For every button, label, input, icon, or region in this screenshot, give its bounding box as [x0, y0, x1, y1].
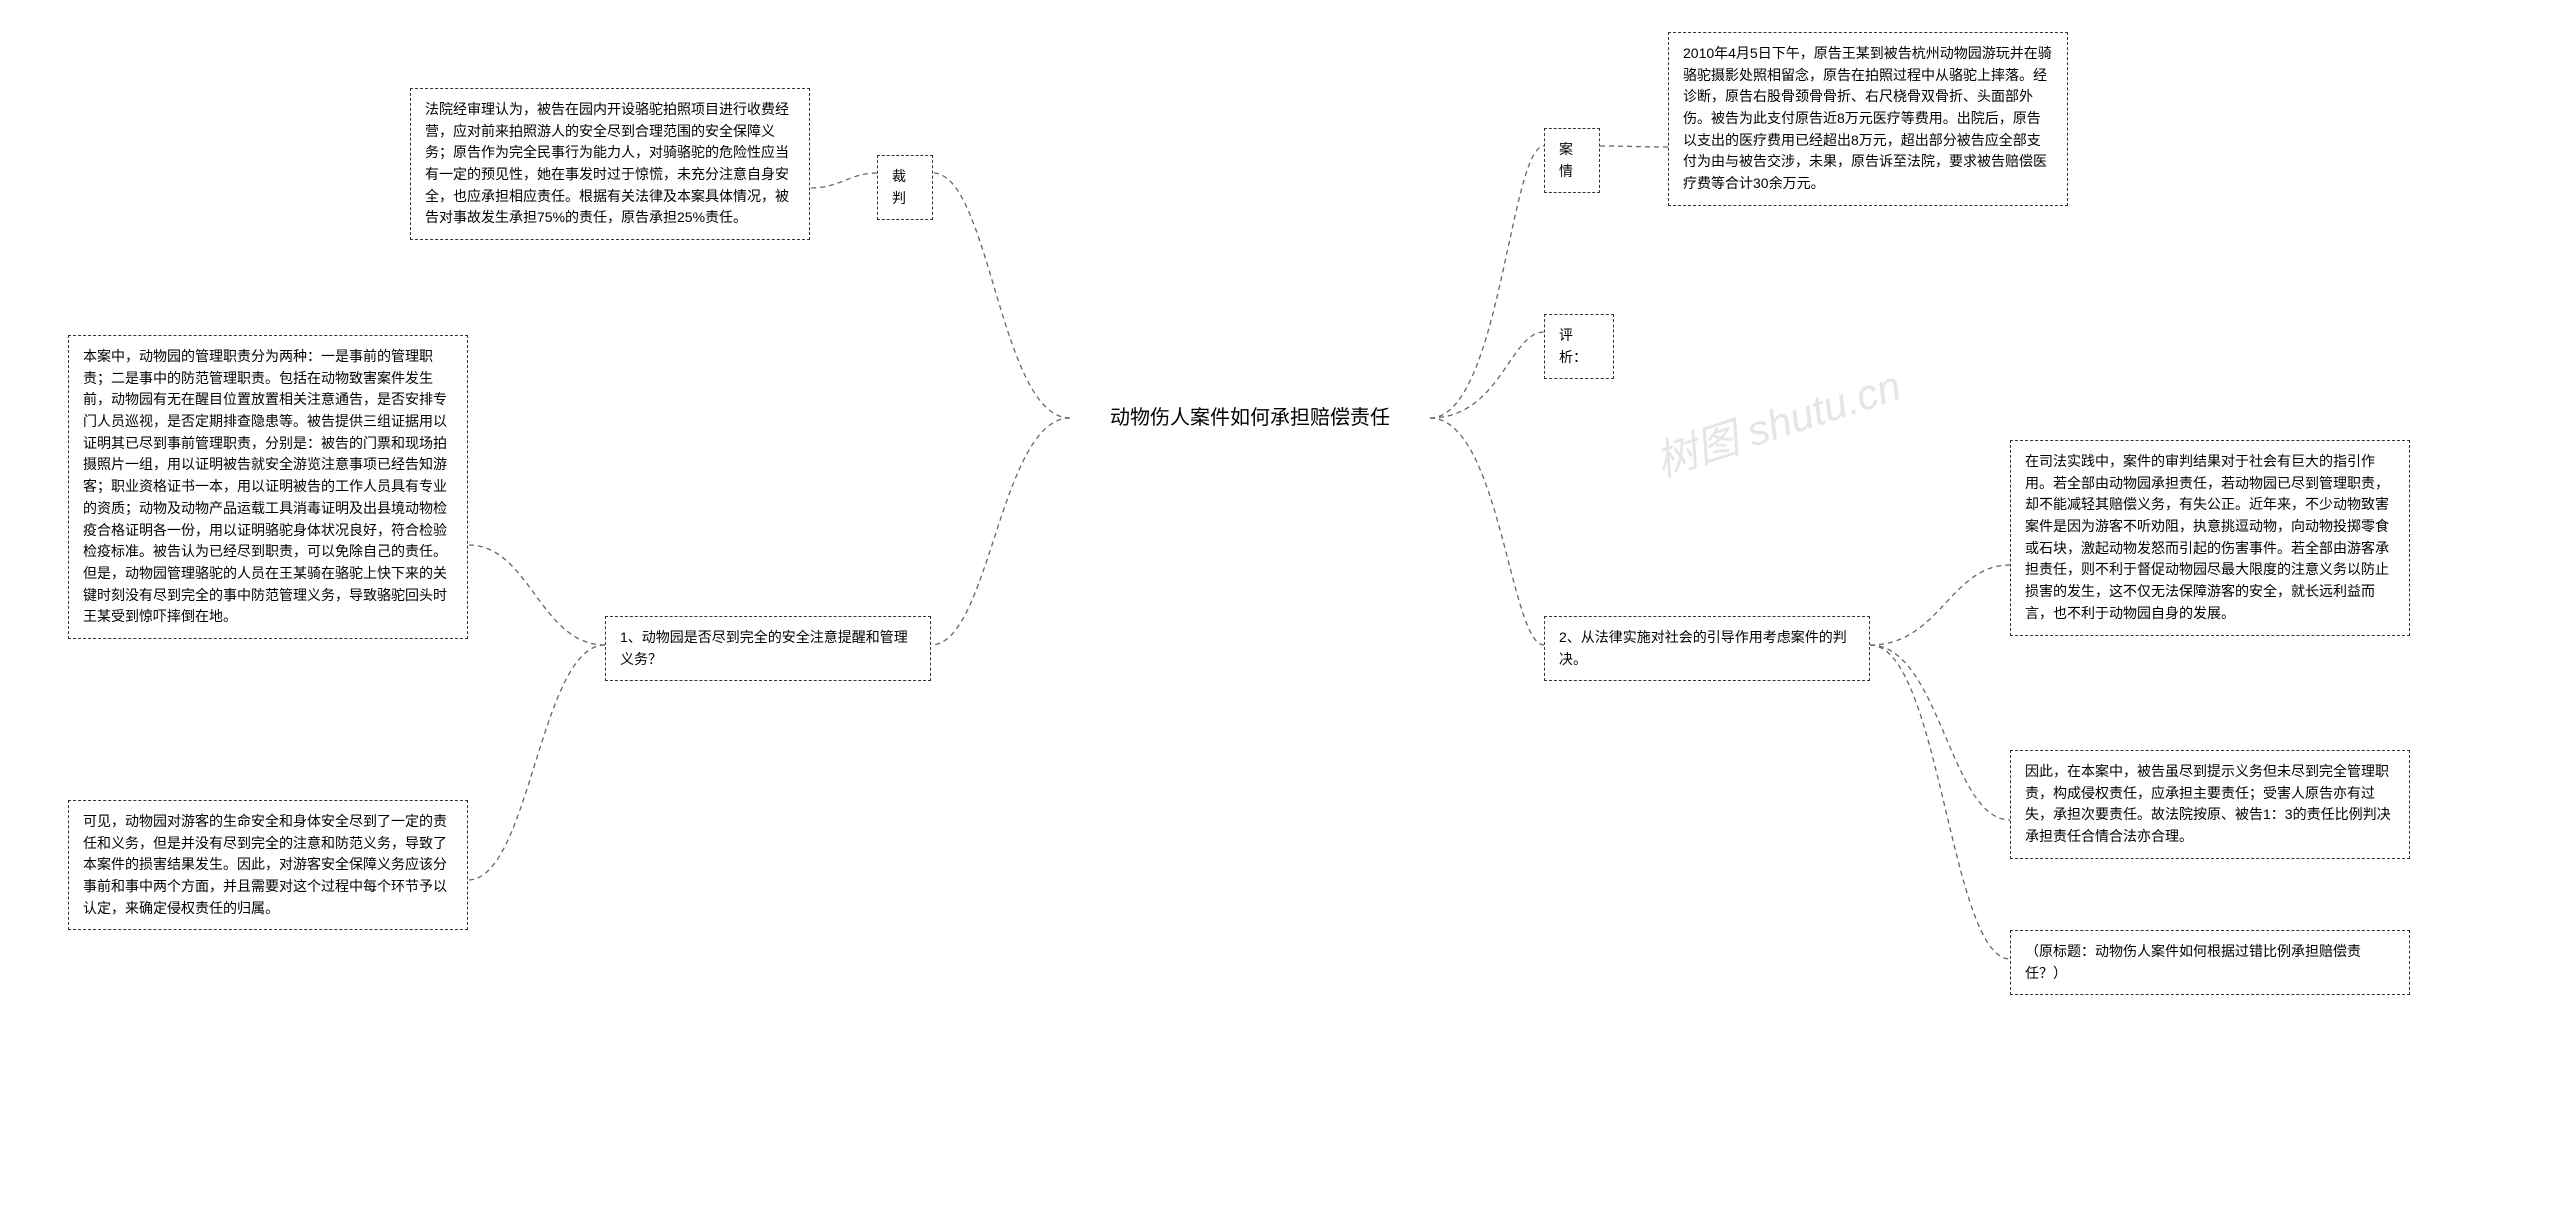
connector	[1430, 146, 1544, 418]
center-node: 动物伤人案件如何承担赔偿责任	[1070, 378, 1430, 458]
text: 2010年4月5日下午，原告王某到被告杭州动物园游玩并在骑骆驼摄影处照相留念，原…	[1683, 45, 2052, 191]
text: 可见，动物园对游客的生命安全和身体安全尽到了一定的责任和义务，但是并没有尽到完全…	[83, 813, 447, 916]
connector	[1600, 146, 1668, 147]
text: 案情	[1559, 141, 1573, 179]
text: 1、动物园是否尽到完全的安全注意提醒和管理义务？	[620, 629, 908, 667]
node-q2-body3: （原标题：动物伤人案件如何根据过错比例承担赔偿责任？）	[2010, 930, 2410, 995]
node-q2-label: 2、从法律实施对社会的引导作用考虑案件的判决。	[1544, 616, 1870, 681]
connector	[933, 173, 1070, 418]
node-q1-body1: 本案中，动物园的管理职责分为两种：一是事前的管理职责；二是事中的防范管理职责。包…	[68, 335, 468, 639]
connector	[1870, 645, 2010, 820]
connector	[810, 173, 877, 188]
connector	[1870, 645, 2010, 959]
node-q2-body1: 在司法实践中，案件的审判结果对于社会有巨大的指引作用。若全部由动物园承担责任，若…	[2010, 440, 2410, 636]
node-caipan-body: 法院经审理认为，被告在园内开设骆驼拍照项目进行收费经营，应对前来拍照游人的安全尽…	[410, 88, 810, 240]
node-anqing-label: 案情	[1544, 128, 1600, 193]
connector	[1870, 565, 2010, 645]
text: 裁判	[892, 168, 906, 206]
node-q1-label: 1、动物园是否尽到完全的安全注意提醒和管理义务？	[605, 616, 931, 681]
node-q1-body2: 可见，动物园对游客的生命安全和身体安全尽到了一定的责任和义务，但是并没有尽到完全…	[68, 800, 468, 930]
text: 法院经审理认为，被告在园内开设骆驼拍照项目进行收费经营，应对前来拍照游人的安全尽…	[425, 101, 789, 225]
text: 因此，在本案中，被告虽尽到提示义务但未尽到完全管理职责，构成侵权责任，应承担主要…	[2025, 763, 2391, 844]
text: 本案中，动物园的管理职责分为两种：一是事前的管理职责；二是事中的防范管理职责。包…	[83, 348, 447, 624]
connector	[1430, 418, 1544, 645]
connector	[931, 418, 1070, 645]
center-title: 动物伤人案件如何承担赔偿责任	[1110, 403, 1390, 433]
node-q2-body2: 因此，在本案中，被告虽尽到提示义务但未尽到完全管理职责，构成侵权责任，应承担主要…	[2010, 750, 2410, 859]
watermark: 树图 shutu.cn	[1647, 352, 1908, 489]
text: （原标题：动物伤人案件如何根据过错比例承担赔偿责任？）	[2025, 943, 2361, 981]
connector	[468, 645, 605, 880]
text: 2、从法律实施对社会的引导作用考虑案件的判决。	[1559, 629, 1847, 667]
text: 在司法实践中，案件的审判结果对于社会有巨大的指引作用。若全部由动物园承担责任，若…	[2025, 453, 2389, 621]
text: 评析：	[1559, 327, 1587, 365]
node-anqing-body: 2010年4月5日下午，原告王某到被告杭州动物园游玩并在骑骆驼摄影处照相留念，原…	[1668, 32, 2068, 206]
node-pingxi-label: 评析：	[1544, 314, 1614, 379]
connector	[468, 545, 605, 645]
node-caipan-label: 裁判	[877, 155, 933, 220]
connector	[1430, 332, 1544, 418]
